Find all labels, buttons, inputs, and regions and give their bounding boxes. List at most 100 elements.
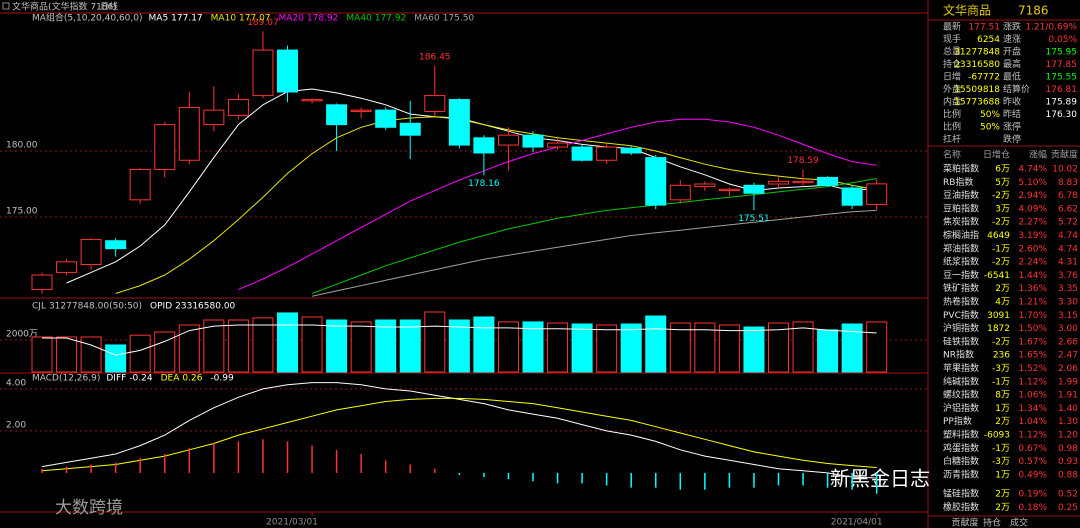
volume-bar [596, 324, 618, 373]
quote-label: 最低 [1003, 71, 1021, 83]
candle-body [473, 137, 495, 154]
instrument-title: 文华商品(文华指数 7186) [12, 1, 117, 13]
ranking-cell: 棕榈油指 [943, 229, 979, 241]
candle-body [375, 109, 397, 128]
menu-icon[interactable] [2, 2, 10, 10]
legend-value: 31277848.00(50:50) [49, 302, 142, 312]
quote-value: 176.81 [1046, 85, 1078, 95]
candle-body [301, 99, 323, 102]
ranking-cell: 沪铝指数 [943, 402, 979, 414]
high-label: 186.45 [419, 52, 451, 62]
ranking-cell: 4649 [987, 231, 1010, 241]
volume-bar [743, 326, 765, 373]
volume-bar [424, 311, 446, 373]
ranking-cell: -2万 [992, 218, 1010, 228]
quote-code: 7186 [1018, 4, 1049, 18]
quote-value: 15509818 [954, 85, 1000, 95]
ranking-cell: 0.49% [1018, 470, 1047, 480]
quote-label: 比例 [943, 108, 961, 120]
legend-value: 177.17 [171, 14, 203, 24]
ranking-cell: 螺纹指数 [943, 389, 979, 401]
volume-bar [645, 315, 667, 373]
quote-value: 15773688 [954, 98, 1000, 108]
ranking-cell: 3.15 [1058, 311, 1078, 321]
legend-value: -0.24 [129, 374, 153, 384]
ranking-cell: 236 [993, 351, 1010, 361]
ranking-cell: 4万 [995, 298, 1010, 308]
candle-body [31, 274, 53, 291]
candle-body [497, 134, 519, 146]
ranking-cell: 5.72 [1058, 218, 1078, 228]
volume-bar [56, 336, 78, 373]
legend-value: 177.07 [239, 14, 271, 24]
ranking-cell: 2.24% [1018, 258, 1047, 268]
macd-title: MACD(12,26,9) [32, 374, 100, 384]
ranking-cell: 1.30 [1058, 417, 1078, 427]
volume-bar [326, 319, 348, 373]
y-tick-label: 180.00 [6, 141, 38, 151]
quote-value: 176.30 [1046, 110, 1078, 120]
ranking-cell: 沪铜指数 [943, 322, 979, 334]
ranking-cell: 0.98 [1058, 444, 1078, 454]
ranking-cell: 2.06 [1058, 364, 1078, 374]
tab[interactable]: 贡献度 [951, 517, 978, 528]
volume-bar [669, 322, 691, 373]
line-series [115, 116, 877, 294]
volume-bar [129, 334, 151, 373]
ranking-cell: 纯碱指数 [943, 375, 979, 387]
ranking-cell: -3万 [992, 457, 1010, 467]
quote-value: 0.05% [1048, 35, 1077, 45]
y-tick-label: 175.00 [6, 206, 38, 216]
ranking-cell: 焦炭指数 [943, 216, 979, 228]
legend-name: DIFF [106, 374, 126, 384]
quote-value: 31277848 [954, 48, 1000, 58]
ranking-header: 涨幅 [1029, 149, 1047, 161]
ranking-cell: 6万 [995, 165, 1010, 175]
candle-body [350, 109, 372, 112]
line-series [41, 382, 877, 479]
candle-body [571, 146, 593, 161]
ranking-cell: 1.91 [1058, 391, 1078, 401]
ranking-cell: PP指数 [943, 415, 972, 427]
quote-label: 总量 [943, 46, 961, 58]
ranking-cell: 0.25 [1058, 503, 1078, 513]
volume-bar [154, 331, 176, 373]
ranking-cell: 8万 [995, 391, 1010, 401]
ranking-cell: 1.40 [1058, 404, 1078, 414]
quote-value: 175.95 [1046, 48, 1078, 58]
quote-label: 外盘 [943, 83, 961, 95]
quote-label: 昨收 [1003, 96, 1021, 108]
candle-body [129, 168, 151, 201]
quote-value: 175.89 [1046, 98, 1078, 108]
candle-body [154, 124, 176, 170]
candle-body [620, 147, 642, 154]
line-series [66, 88, 877, 284]
ranking-cell: 0.67% [1018, 444, 1047, 454]
ranking-cell: 白糖指数 [943, 455, 979, 467]
ranking-cell: 4.09% [1018, 204, 1047, 214]
legend-value: 175.50 [443, 14, 475, 24]
tab[interactable]: 成交 [1010, 517, 1028, 528]
legend-name: DEA [161, 374, 181, 384]
quote-label: 日增 [943, 71, 961, 83]
volume-bar [301, 316, 323, 373]
ranking-cell: 1.52% [1018, 364, 1047, 374]
ranking-cell: 6.78 [1058, 191, 1078, 201]
volume-bar [375, 319, 397, 373]
ranking-cell: 1.12% [1018, 377, 1047, 387]
ranking-cell: 鸡蛋指数 [943, 442, 979, 454]
ranking-cell: 10.02 [1052, 165, 1078, 175]
ranking-cell: 硅铁指数 [943, 335, 979, 347]
ranking-cell: 豆粕指数 [943, 202, 979, 214]
ranking-cell: 3万 [995, 204, 1010, 214]
ranking-cell: 塑料指数 [943, 429, 979, 441]
ranking-cell: -2万 [992, 258, 1010, 268]
ranking-cell: 2.27% [1018, 218, 1047, 228]
volume-bar [694, 322, 716, 373]
quote-label: 扛杆 [943, 133, 961, 145]
ranking-cell: 1.67% [1018, 337, 1047, 347]
quote-label: 涨跌 [1003, 22, 1021, 33]
line-series [311, 178, 877, 294]
period[interactable]: 日线 [100, 1, 118, 13]
tab[interactable]: 持仓 [983, 517, 1001, 528]
